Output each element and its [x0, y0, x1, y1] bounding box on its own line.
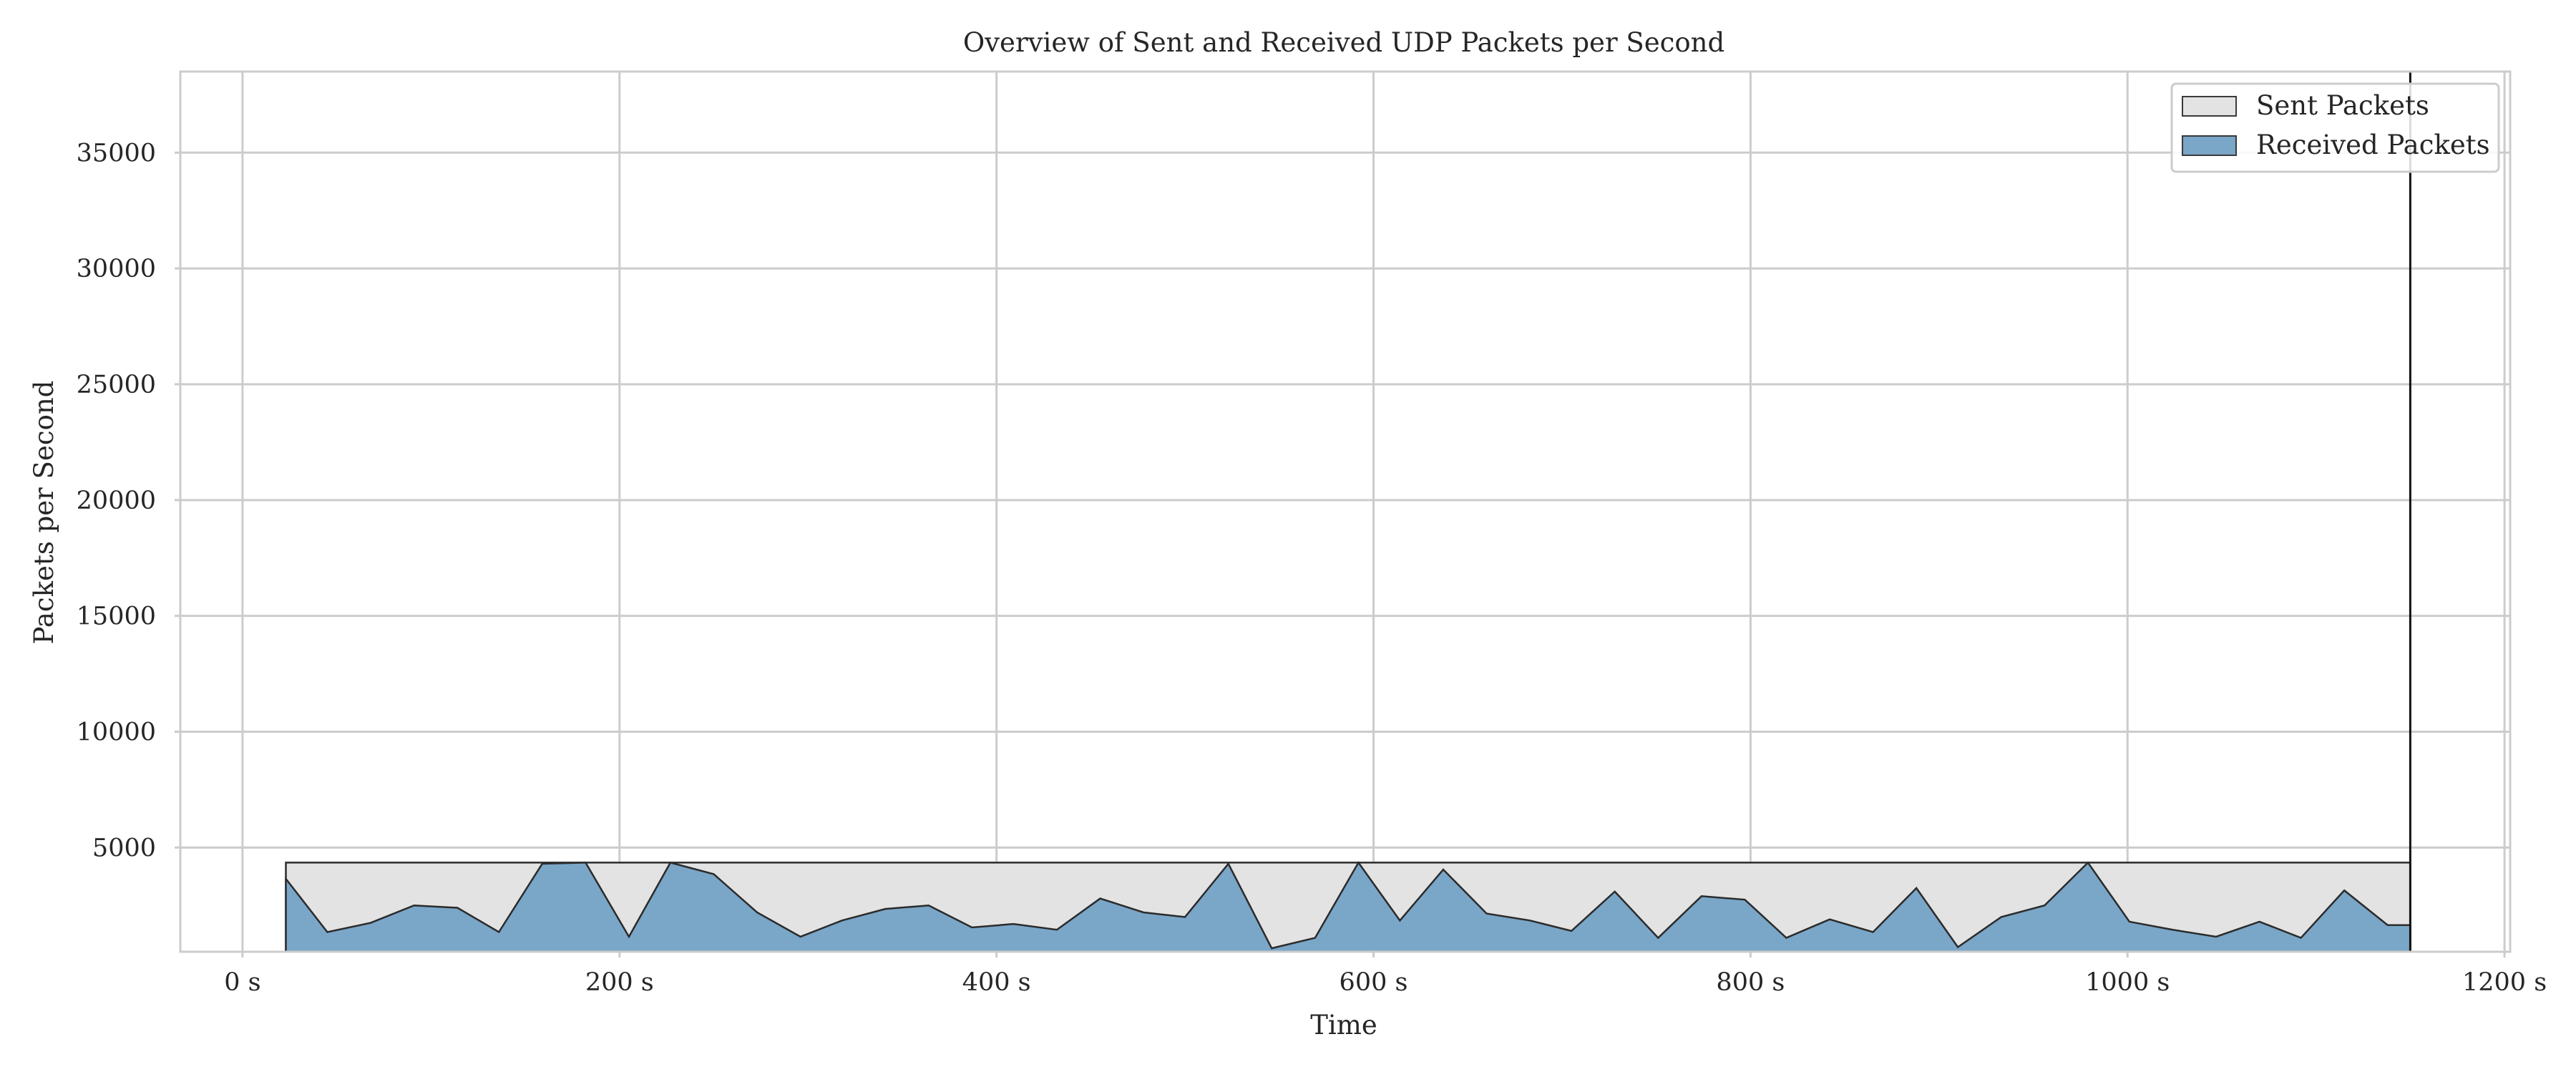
x-tick-label: 1000 s [2085, 968, 2170, 997]
x-tick-label: 1200 s [2462, 968, 2547, 997]
y-tick-label: 30000 [77, 255, 156, 283]
x-tick-label: 0 s [224, 968, 260, 997]
x-tick-label: 400 s [962, 968, 1031, 997]
received-packets-area [285, 861, 2411, 953]
x-tick-label: 200 s [585, 968, 654, 997]
x-axis-label: Time [1310, 1010, 1377, 1041]
tick-labels: 0 s 200 s 400 s 600 s 800 s 1000 s 1200 s 5000 1… [77, 139, 2547, 997]
y-tick-label: 25000 [77, 371, 156, 399]
legend-label-received: Received Packets [2256, 130, 2490, 160]
plot-frame [179, 70, 2512, 953]
y-tick-label: 5000 [92, 834, 156, 862]
y-axis-label: Packets per Second [29, 381, 59, 645]
chart-title: Overview of Sent and Received UDP Packet… [963, 27, 1724, 58]
gridlines [180, 72, 2510, 952]
legend-frame [2170, 82, 2500, 173]
legend-label-sent: Sent Packets [2256, 90, 2429, 121]
legend-swatch-sent [2182, 96, 2237, 117]
series-areas [285, 861, 2411, 953]
legend-swatch-received [2182, 135, 2237, 156]
y-tick-label: 20000 [77, 487, 156, 515]
x-tick-label: 800 s [1716, 968, 1785, 997]
y-tick-label: 10000 [77, 718, 156, 747]
legend: Sent Packets Received Packets [2170, 82, 2500, 173]
x-tick-label: 600 s [1340, 968, 1408, 997]
y-tick-label: 15000 [77, 603, 156, 631]
y-tick-label: 35000 [77, 139, 156, 167]
